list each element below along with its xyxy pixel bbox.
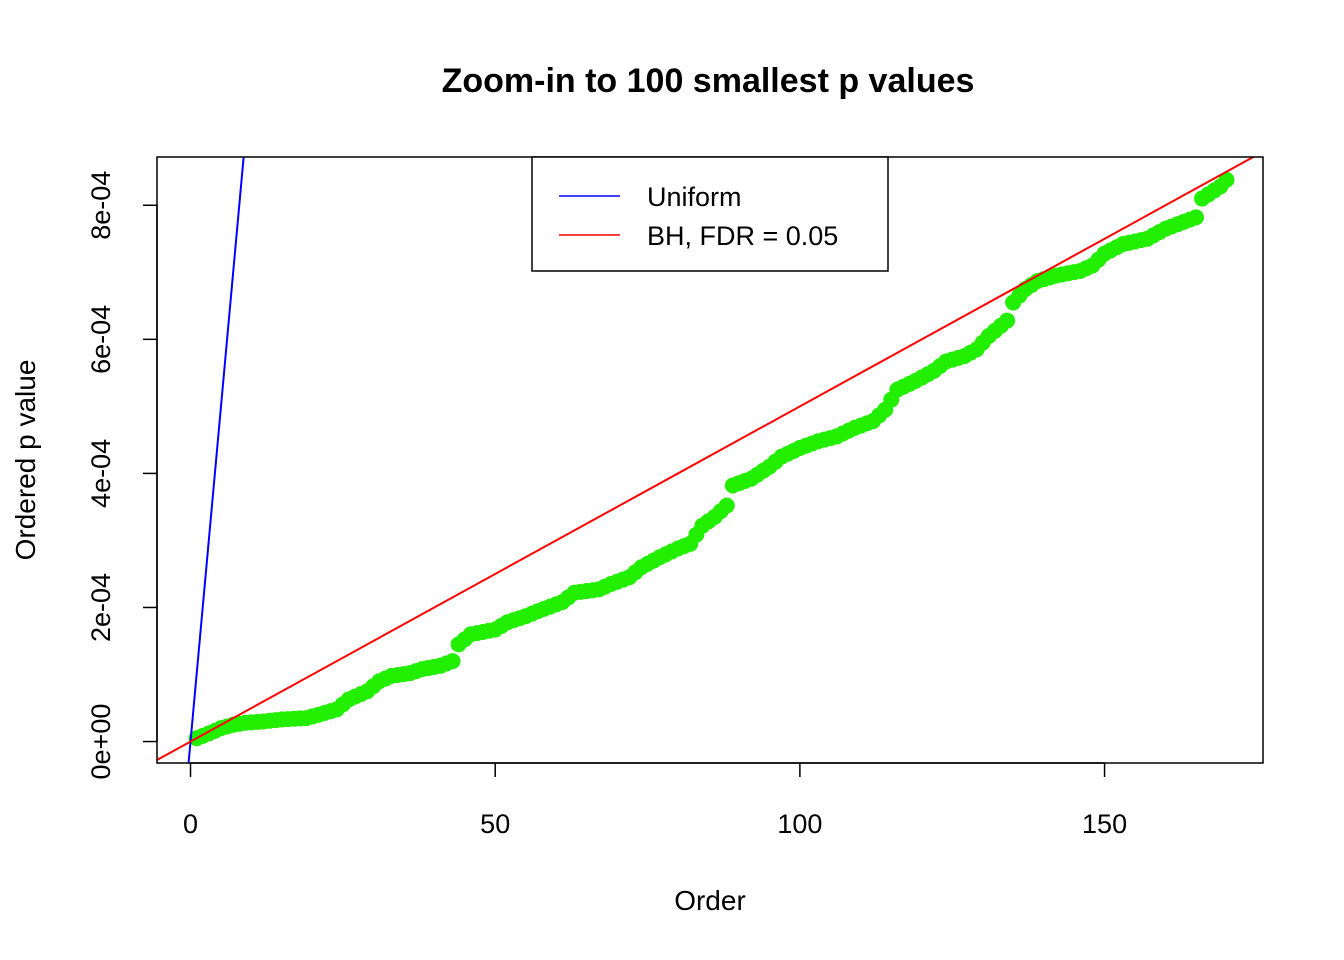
- x-tick-label: 150: [1082, 809, 1127, 839]
- reference-lines: [156, 156, 1254, 764]
- legend-label-uniform: Uniform: [647, 182, 742, 212]
- legend-label-bh: BH, FDR = 0.05: [647, 221, 838, 251]
- y-tick-label: 2e-04: [86, 573, 116, 642]
- legend: Uniform BH, FDR = 0.05: [531, 156, 889, 272]
- uniform-line: [187, 156, 245, 764]
- data-point: [999, 312, 1016, 329]
- x-tick-label: 0: [183, 809, 198, 839]
- y-axis: 0e+00 2e-04 4e-04 6e-04 8e-04: [86, 171, 158, 780]
- bh-line: [156, 156, 1254, 761]
- y-tick-label: 8e-04: [86, 171, 116, 240]
- data-point: [718, 497, 735, 514]
- y-tick-label: 6e-04: [86, 305, 116, 374]
- x-tick-label: 50: [480, 809, 510, 839]
- x-tick-label: 100: [777, 809, 822, 839]
- y-tick-label: 0e+00: [86, 704, 116, 780]
- x-axis: 0 50 100 150: [183, 762, 1127, 839]
- data-point: [444, 653, 461, 670]
- data-point: [1218, 171, 1235, 188]
- x-axis-label: Order: [674, 885, 746, 916]
- legend-box: [531, 156, 889, 272]
- chart-title: Zoom-in to 100 smallest p values: [442, 62, 975, 100]
- y-tick-label: 4e-04: [86, 439, 116, 508]
- data-point: [1187, 209, 1204, 226]
- y-axis-label: Ordered p value: [10, 360, 41, 561]
- scatter-points: [188, 171, 1235, 747]
